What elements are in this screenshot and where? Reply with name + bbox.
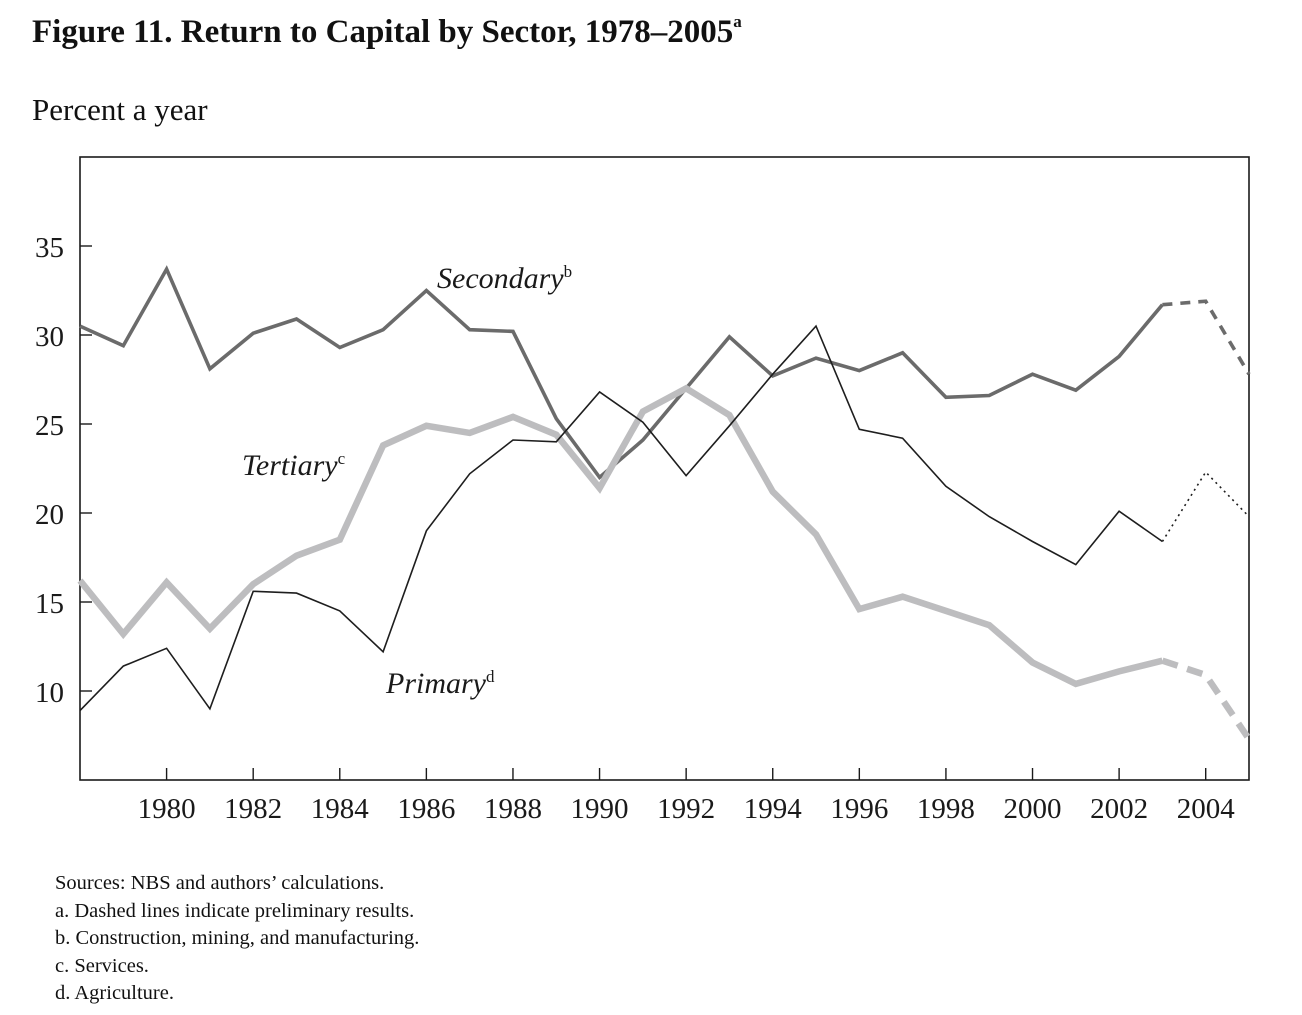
series-labels: Secondaryb Tertiaryc Primaryd (242, 262, 572, 700)
x-tick-label-2004: 2004 (1177, 793, 1236, 825)
y-axis-unit-label: Percent a year (32, 92, 208, 127)
series-secondary (79, 265, 1251, 481)
x-tick-label-1998: 1998 (917, 793, 975, 825)
series-line-preliminary-secondary (1162, 299, 1251, 376)
figure-title-footnote-mark: a (733, 12, 742, 31)
series-label-footnote-mark: c (338, 449, 346, 468)
y-tick-label-10: 10 (35, 677, 64, 709)
y-tick-label-15: 15 (35, 588, 64, 620)
series-label-secondary: Secondaryb (437, 262, 572, 295)
x-tick-label-1990: 1990 (571, 793, 629, 825)
x-tick-label-1986: 1986 (397, 793, 455, 825)
x-tick-label-1992: 1992 (657, 793, 715, 825)
x-tick-label-1984: 1984 (311, 793, 370, 825)
x-tick-label-1988: 1988 (484, 793, 542, 825)
series-line-preliminary-primary (1161, 470, 1250, 542)
x-tick-label-1996: 1996 (830, 793, 888, 825)
series-line-preliminary-tertiary (1161, 657, 1252, 741)
figure-title: Figure 11. Return to Capital by Sector, … (32, 12, 742, 51)
series-label-text: Primary (385, 667, 487, 700)
series-line-primary (79, 324, 1163, 712)
figure-title-text: Figure 11. Return to Capital by Sector, … (32, 14, 734, 50)
series-line-tertiary (77, 384, 1164, 688)
y-tick-label-25: 25 (35, 410, 64, 442)
note-d: d. Agriculture. (55, 982, 174, 1004)
axes: 10 15 20 25 30 35 1980 1982 1984 1986 1988 1990 1992… (35, 232, 1235, 825)
series-label-footnote-mark: b (564, 262, 573, 281)
x-tick-label-2002: 2002 (1090, 793, 1148, 825)
y-tick-label-35: 35 (35, 232, 64, 264)
series-line-secondary (79, 265, 1164, 481)
series-label-footnote-mark: d (486, 667, 495, 686)
note-sources: Sources: NBS and authors’ calculations. (55, 872, 385, 894)
x-tick-label-1980: 1980 (138, 793, 196, 825)
series-tertiary (77, 384, 1252, 741)
series-layer (77, 265, 1252, 741)
series-label-text: Tertiary (242, 449, 338, 482)
note-a: a. Dashed lines indicate preliminary res… (55, 899, 415, 922)
note-b: b. Construction, mining, and manufacturi… (55, 927, 420, 949)
series-label-primary: Primaryd (385, 667, 495, 700)
x-tick-label-2000: 2000 (1004, 793, 1062, 825)
series-primary (79, 324, 1250, 712)
figure-notes: Sources: NBS and authors’ calculations. … (55, 870, 419, 1008)
plot-frame (79, 156, 1250, 781)
series-label-text: Secondary (437, 262, 564, 295)
x-tick-label-1994: 1994 (744, 793, 803, 825)
x-tick-label-1982: 1982 (224, 793, 282, 825)
series-label-tertiary: Tertiaryc (242, 449, 346, 482)
note-c: c. Services. (55, 954, 149, 977)
y-tick-label-20: 20 (35, 499, 64, 531)
y-tick-label-30: 30 (35, 321, 64, 353)
